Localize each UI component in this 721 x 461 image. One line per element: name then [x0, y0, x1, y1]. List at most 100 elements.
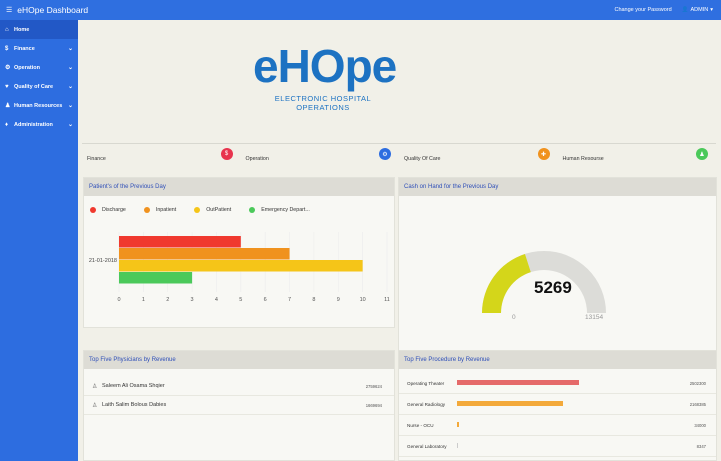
- chevron-down-icon: ⌄: [67, 122, 73, 128]
- procedure-bar-track: [457, 401, 657, 406]
- list-item[interactable]: General Radiology 2168385: [399, 394, 716, 415]
- x-tick-label: 1: [142, 297, 145, 303]
- user-icon: 👤: [681, 7, 689, 13]
- sidebar-item-operation[interactable]: ⚙ Operation ⌄: [0, 58, 78, 77]
- sidebar-item-quality-of-care[interactable]: ♥ Quality of Care ⌄: [0, 77, 78, 96]
- change-password-link[interactable]: Change your Password: [614, 7, 672, 13]
- x-tick-label: 6: [264, 297, 267, 303]
- procedure-bar-track: [457, 422, 657, 427]
- x-tick-label: 4: [215, 297, 218, 303]
- list-item[interactable]: Nurse - OCU 34000: [399, 415, 716, 436]
- gauge-min: 0: [512, 314, 516, 321]
- module-finance[interactable]: Finance $: [82, 144, 241, 183]
- top-right: Change your Password 👤 ADMIN ▾: [614, 7, 721, 13]
- sidebar-item-human-resources[interactable]: ♟ Human Resources ⌄: [0, 96, 78, 115]
- procedures-panel: Top Five Procedure by Revenue Operating …: [398, 350, 717, 461]
- list-item[interactable]: Operating Theater 2502300: [399, 373, 716, 394]
- home-icon: ⌂: [5, 26, 9, 33]
- bar-discharge: [119, 236, 241, 248]
- module-label: Human Resourse: [562, 156, 604, 162]
- cogs-icon: ⚙: [5, 65, 11, 71]
- x-tick-label: 9: [337, 297, 340, 303]
- legend-label: OutPatient: [206, 207, 232, 213]
- procedures-list: Operating Theater 2502300 General Radiol…: [399, 373, 716, 457]
- x-tick-label: 0: [117, 297, 120, 303]
- sidebar: ⌂ Home $ Finance ⌄ ⚙ Operation ⌄ ♥ Quali…: [0, 20, 78, 461]
- bar-outpatient: [119, 260, 363, 272]
- legend-swatch: [90, 207, 96, 213]
- sidebar-item-administration[interactable]: ♦ Administration ⌄: [0, 115, 78, 134]
- dollar-icon: $: [220, 148, 233, 160]
- logo-text: eHOpe: [253, 40, 397, 92]
- physician-revenue: 1669694: [365, 402, 382, 408]
- legend-swatch: [194, 207, 201, 213]
- y-category-label: 21-01-2018: [89, 258, 117, 264]
- list-item[interactable]: ♙ Laith Salim Bolous Dabies 1669694: [84, 396, 394, 415]
- physician-name: Saleem Ali Osama Shqier: [102, 383, 165, 389]
- procedure-revenue: 8347: [696, 443, 706, 449]
- users-icon: ♟: [696, 148, 708, 160]
- procedure-name: Nurse - OCU: [407, 422, 434, 428]
- procedure-revenue: 34000: [694, 422, 706, 428]
- x-tick-label: 7: [288, 297, 291, 303]
- patients-bar-chart: 0 1 2 3 4 5 6 7 8 9 10 11 21-01-2018: [89, 232, 390, 303]
- panel-title: Top Five Physicians by Revenue: [84, 351, 394, 369]
- chevron-down-icon: ⌄: [67, 65, 73, 71]
- bar-emergency-depart: [119, 272, 193, 284]
- procedure-bar: [457, 443, 458, 448]
- menu-icon[interactable]: ☰: [6, 7, 13, 14]
- sidebar-item-home[interactable]: ⌂ Home: [0, 20, 78, 39]
- sidebar-item-label: Human Resources: [14, 102, 63, 109]
- gauge-value: 5269: [534, 278, 572, 297]
- module-label: Operation: [245, 156, 269, 162]
- dollar-icon: $: [5, 45, 9, 52]
- x-tick-label: 2: [166, 297, 169, 303]
- procedure-name: General Radiology: [407, 401, 446, 407]
- bar-inpatient: [119, 248, 290, 260]
- x-tick-label: 5: [239, 297, 242, 303]
- procedure-bar-track: [457, 443, 657, 448]
- legend-swatch: [143, 207, 150, 213]
- gauge-max: 13154: [585, 314, 604, 321]
- user-menu[interactable]: 👤 ADMIN ▾: [682, 7, 713, 13]
- sidebar-item-label: Administration: [14, 121, 53, 128]
- procedure-name: Operating Theater: [407, 380, 445, 386]
- legend-item[interactable]: OutPatient: [194, 207, 231, 213]
- caret-down-icon: ▾: [710, 7, 713, 13]
- user-icon: ♙: [92, 383, 98, 390]
- x-tick-label: 8: [312, 297, 315, 303]
- x-tick-label: 10: [360, 297, 366, 303]
- sidebar-item-label: Finance: [14, 45, 35, 52]
- module-operation[interactable]: Operation ⚙: [241, 144, 400, 183]
- module-quality-of-care[interactable]: Quality Of Care ✚: [399, 144, 558, 183]
- procedure-bar: [457, 380, 579, 385]
- list-item[interactable]: General Laboratory 8347: [399, 436, 716, 457]
- legend-item[interactable]: Emergency Depart...: [249, 207, 310, 213]
- legend-swatch: [249, 207, 256, 213]
- sidebar-item-label: Operation: [14, 64, 40, 71]
- legend-item[interactable]: Discharge: [90, 207, 126, 213]
- module-strip: Finance $ Operation ⚙ Quality Of Care ✚ …: [82, 143, 716, 183]
- legend-label: Inpatient: [155, 207, 177, 213]
- sidebar-item-label: Home: [14, 26, 30, 33]
- legend-item[interactable]: Inpatient: [143, 207, 177, 213]
- cash-panel: Cash on Hand for the Previous Day 5269 0…: [398, 177, 717, 353]
- physician-revenue: 2759624: [365, 383, 382, 389]
- sidebar-item-finance[interactable]: $ Finance ⌄: [0, 39, 78, 58]
- chevron-down-icon: ⌄: [67, 84, 73, 90]
- user-icon: ♙: [92, 402, 98, 409]
- procedure-name: General Laboratory: [407, 443, 447, 449]
- user-name: ADMIN: [690, 7, 709, 13]
- procedure-bar-track: [457, 380, 657, 385]
- procedure-bar: [457, 422, 460, 427]
- heartbeat-icon: ✚: [537, 148, 550, 160]
- legend-label: Emergency Depart...: [261, 207, 310, 213]
- panel-title: Cash on Hand for the Previous Day: [399, 178, 716, 196]
- brand[interactable]: ☰ eHOpe Dashboard: [0, 5, 88, 15]
- physicians-panel: Top Five Physicians by Revenue ♙ Saleem …: [83, 350, 395, 461]
- heartbeat-icon: ♥: [5, 83, 9, 90]
- module-human-resource[interactable]: Human Resourse ♟: [558, 144, 717, 183]
- list-item[interactable]: ♙ Saleem Ali Osama Shqier 2759624: [84, 377, 394, 396]
- chevron-down-icon: ⌄: [67, 103, 73, 109]
- x-tick-label: 11: [384, 297, 390, 303]
